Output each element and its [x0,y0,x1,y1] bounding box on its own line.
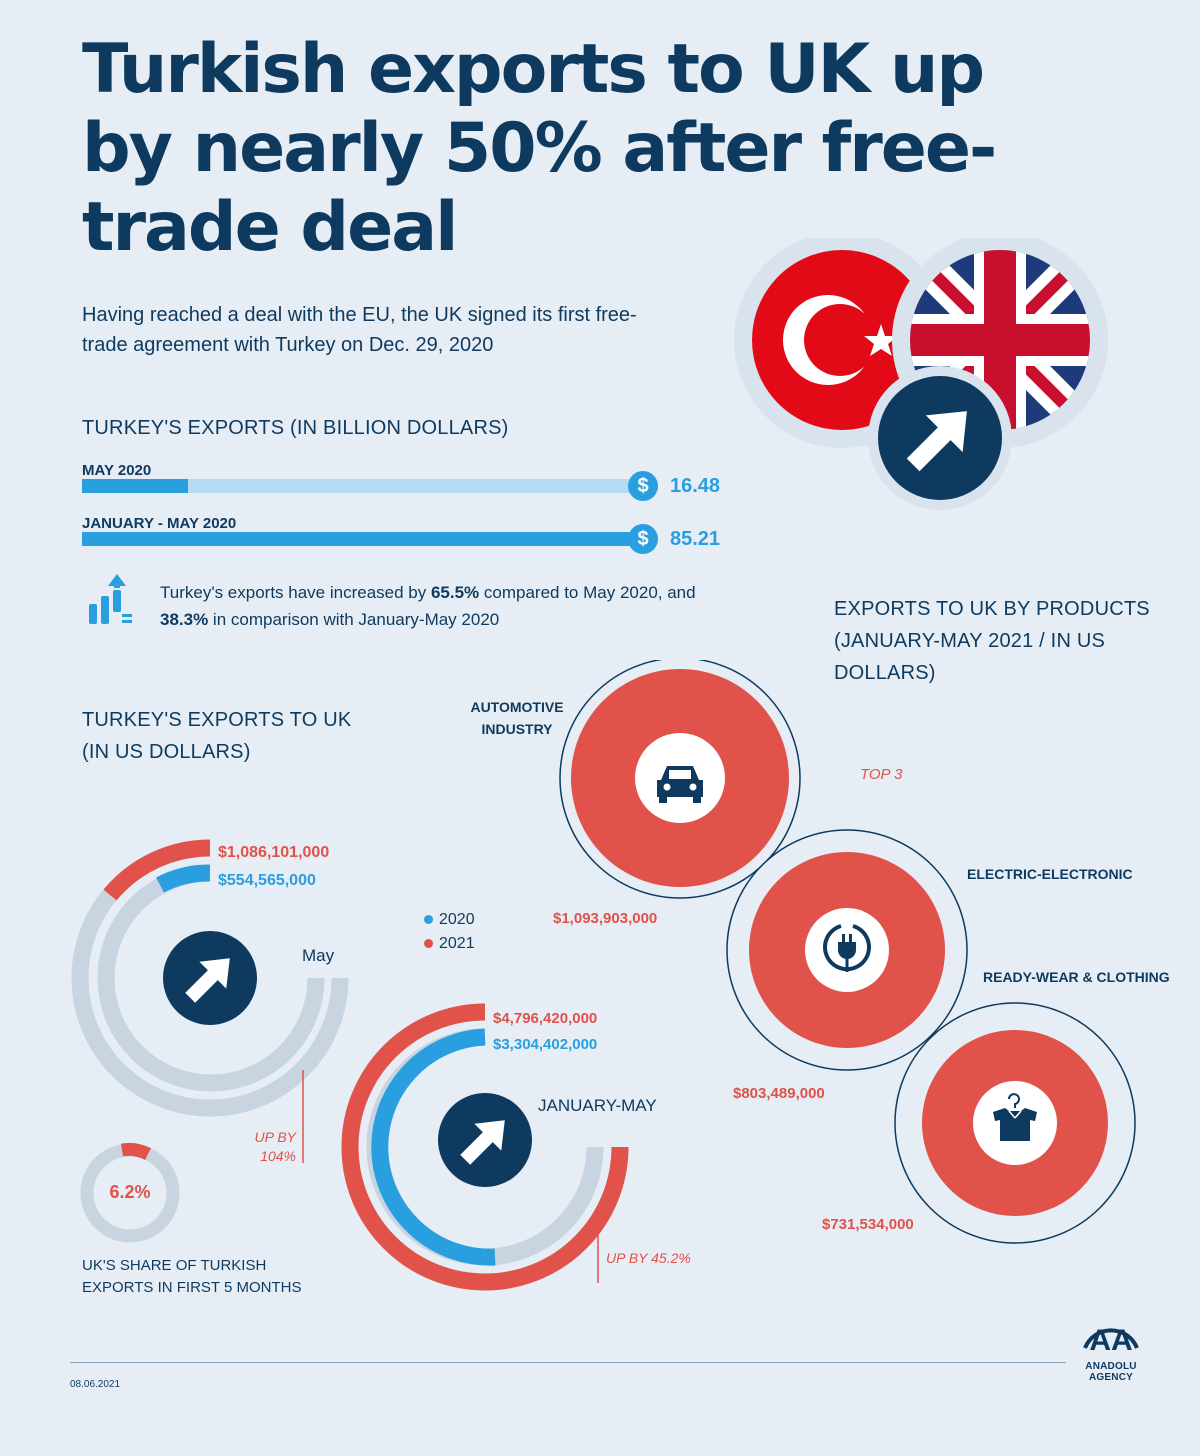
may-ring-inner-track [97,864,325,1092]
share-donut [80,1142,180,1243]
page-title: Turkish exports to UK up by nearly 50% a… [82,30,997,267]
clothing-bubble [894,1002,1136,1244]
bar-fill-may-2020 [82,479,188,493]
anadolu-agency-logo: AA ANADOLU AGENCY [1066,1296,1156,1383]
bar-value-jan-may-2020: 85.21 [670,528,721,550]
bar-fill-jan-may-2020 [82,532,632,546]
janmay-arc-2020 [371,1028,496,1266]
share-arc [120,1142,151,1160]
legend-2021: 2021 [424,935,475,953]
share-value: 6.2% [109,1182,151,1202]
svg-text:AA: AA [1089,1324,1132,1356]
automotive-bubble [559,660,801,899]
legend-dot [424,915,433,924]
growth-chart-icon [89,574,132,624]
jan-may-donut [341,1003,629,1291]
turkey-flag-icon [734,238,950,448]
footer-date: 08.06.2021 [70,1379,121,1390]
subtitle: Having reached a deal with the EU, the U… [82,304,637,356]
may-2020-value: $554,565,000 [218,872,316,889]
footer-divider [70,1362,1066,1363]
exports-heading: TURKEY'S EXPORTS (IN BILLION DOLLARS) [82,417,509,439]
uk-exports-donut-chart [71,839,629,1291]
up-arrow-icon [185,958,230,1003]
bar-track-may-2020 [82,479,632,493]
clothing-label: READY-WEAR & CLOTHING [983,969,1170,985]
janmay-arc-2021 [341,1003,629,1291]
may-arc-2021 [103,839,211,901]
bar-label-may-2020: MAY 2020 [82,462,152,479]
janmay-change: UP BY 45.2% [606,1250,691,1266]
up-arrow-icon [460,1120,505,1165]
electric-value: $803,489,000 [733,1085,825,1102]
car-icon [657,766,703,803]
products-heading: EXPORTS TO UK BY PRODUCTS (JANUARY-MAY 2… [834,598,1150,684]
bar-value-may-2020: 16.48 [670,475,721,497]
janmay-2020-value: $3,304,402,000 [493,1036,598,1053]
automotive-value: $1,093,903,000 [553,910,658,927]
dollar-icon: $ [628,471,658,501]
janmay-2021-value: $4,796,420,000 [493,1010,598,1027]
aa-logo-icon: AA [1083,1324,1139,1357]
electric-label: ELECTRIC-ELECTRONIC [967,866,1133,882]
legend-2020: 2020 [424,911,475,929]
clothing-value: $731,534,000 [822,1216,914,1233]
clothes-icon [993,1093,1037,1141]
dollar-icon: $ [628,524,658,554]
plug-icon [823,924,871,972]
legend-dot [424,939,433,948]
up-arrow-badge-icon [868,366,1012,510]
janmay-label: JANUARY-MAY [538,1096,657,1115]
may-arc-2020 [156,864,211,893]
may-label: May [302,946,335,965]
exports-note: Turkey's exports have increased by 65.5%… [160,583,696,629]
may-2021-value: $1,086,101,000 [218,844,330,861]
uk-exports-heading: TURKEY'S EXPORTS TO UK (IN US DOLLARS) [82,709,352,763]
may-donut [71,839,349,1163]
may-change: UP BY 104% [254,1129,297,1164]
electric-bubble [726,829,968,1071]
top-3-label: TOP 3 [860,766,903,783]
products-bubbles [559,660,1136,1244]
share-caption: UK'S SHARE OF TURKISH EXPORTS IN FIRST 5… [82,1257,302,1296]
automotive-label: AUTOMOTIVE INDUSTRY [470,699,564,737]
bar-label-jan-may-2020: JANUARY - MAY 2020 [82,515,237,532]
flags-graphic [734,238,1108,510]
